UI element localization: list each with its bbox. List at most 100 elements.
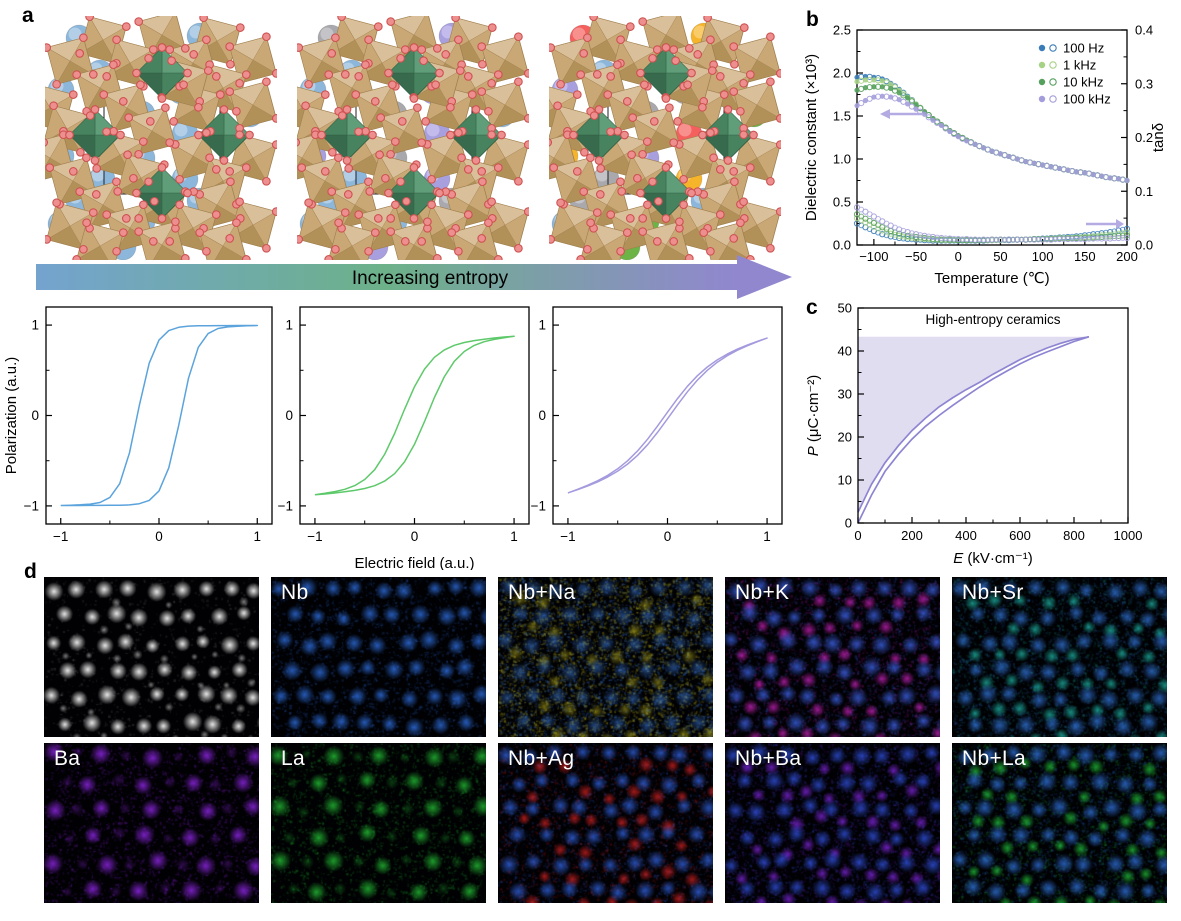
panel-d-label: d (24, 560, 37, 583)
crystal-structure-medium-entropy (297, 16, 529, 260)
stem-tile-ba: Ba (44, 743, 259, 903)
svg-text:1: 1 (538, 318, 546, 333)
stem-tile-label: Nb+Na (508, 581, 576, 604)
entropy-arrow: Increasing entropy (36, 255, 792, 299)
svg-text:1.5: 1.5 (833, 109, 851, 124)
panel-c-label: c (806, 296, 818, 319)
svg-text:0: 0 (854, 528, 861, 543)
svg-text:0.1: 0.1 (1135, 184, 1153, 199)
pe-x-axis-label: E (kV·cm⁻¹) (953, 550, 1033, 567)
svg-text:0: 0 (411, 529, 419, 544)
energy-density-shading (858, 336, 1089, 513)
stem-tile-label: Nb+Sr (962, 581, 1024, 604)
stem-tile-nb-ag: Nb+Ag (498, 743, 713, 903)
stem-tile-nb: Nb (271, 577, 486, 737)
octahedron (733, 81, 781, 129)
svg-text:2.0: 2.0 (833, 66, 851, 81)
oxygen-atoms (45, 16, 277, 260)
octahedron (138, 221, 186, 260)
dielectric-legend: 100 Hz 1 kHz 10 kHz 100 kHz (1038, 41, 1111, 107)
svg-text:0: 0 (285, 408, 293, 423)
svg-text:−1: −1 (24, 498, 39, 513)
octahedron (580, 222, 628, 260)
svg-text:30: 30 (838, 387, 852, 402)
panel-a-label: a (22, 4, 34, 27)
svg-text:−1: −1 (560, 529, 575, 544)
entropy-arrow-text: Increasing entropy (352, 268, 509, 289)
panel-b-label: b (806, 8, 819, 31)
svg-text:0.0: 0.0 (1135, 238, 1153, 253)
svg-text:−50: −50 (905, 249, 927, 264)
pe-y-axis-label: P (μC·cm⁻²) (805, 375, 822, 457)
hysteresis-loops-chart: −1 0 1 1 0 −1 −1 0 1 1 0 −1 −1 0 1 1 0 −1 Polarization (a.… (3, 306, 783, 570)
octahedron (550, 202, 598, 250)
hysteresis-loop-1 (60, 324, 259, 507)
svg-text:200: 200 (901, 528, 923, 543)
stem-tile-nb-na: Nb+Na (498, 577, 713, 737)
svg-text:0: 0 (845, 516, 852, 531)
legend-entry: 100 Hz (1063, 41, 1104, 56)
right-arrow-icon (1116, 219, 1124, 229)
stem-tile-label: Nb (281, 581, 309, 604)
crystal-structure-high-entropy (549, 16, 781, 260)
octahedron (298, 202, 346, 250)
stem-row-2: Ba La Nb+Ag Nb+Ba Nb+La (44, 743, 1167, 903)
pe-loop-curve (857, 335, 1090, 524)
stem-tile-label: La (281, 747, 305, 770)
svg-text:0: 0 (955, 249, 962, 264)
octahedron (451, 222, 499, 260)
dielectric-series-100kHz (853, 93, 1131, 243)
svg-text:0.5: 0.5 (833, 195, 851, 210)
octahedron (701, 108, 755, 162)
pe-loop-chart: 0 200 400 600 800 1000 0 10 20 30 40 50 High-entropy… (805, 301, 1143, 568)
dielectric-y-axis-label: Dielectric constant (×10³) (803, 54, 820, 221)
svg-text:1: 1 (31, 318, 39, 333)
svg-text:−1: −1 (307, 529, 322, 544)
svg-text:0.3: 0.3 (1135, 76, 1153, 91)
octahedron (46, 202, 94, 250)
svg-text:1: 1 (763, 529, 771, 544)
crystal-structure-low-entropy (45, 16, 277, 260)
octahedron (481, 81, 529, 129)
svg-text:150: 150 (1074, 249, 1096, 264)
octahedron (199, 222, 247, 260)
stem-row-1: Nb Nb+Na Nb+K Nb+Sr (44, 577, 1167, 737)
svg-text:0.0: 0.0 (833, 238, 851, 253)
svg-text:50: 50 (838, 301, 852, 316)
octahedron (197, 108, 251, 162)
loop-frame (552, 306, 783, 525)
octahedron (642, 221, 690, 260)
svg-text:0: 0 (538, 408, 546, 423)
loops-x-axis-label: Electric field (a.u.) (354, 555, 474, 570)
stem-tile-nb-k: Nb+K (725, 577, 940, 737)
stem-tile-label: Ba (54, 747, 81, 770)
dielectric-chart: −100 −50 0 50 100 150 2000.00.51.01.52.02.50.0… (803, 23, 1167, 288)
stem-tile-label: Nb+La (962, 747, 1026, 770)
svg-text:100: 100 (1032, 249, 1054, 264)
legend-entry: 1 kHz (1063, 58, 1096, 73)
left-arrow-icon (880, 109, 890, 119)
svg-text:0: 0 (664, 529, 672, 544)
tan-delta-axis-label: tanδ (1150, 123, 1167, 152)
svg-text:40: 40 (838, 344, 852, 359)
stem-tile-nb-la: Nb+La (952, 743, 1167, 903)
temperature-axis-label: Temperature (℃) (934, 270, 1049, 287)
entropy-arrow-body (36, 264, 737, 290)
pe-annotation: High-entropy ceramics (925, 312, 1060, 327)
svg-text:1000: 1000 (1114, 528, 1143, 543)
svg-text:−100: −100 (859, 249, 888, 264)
svg-text:50: 50 (993, 249, 1007, 264)
stem-tile-haadf (44, 577, 259, 737)
hysteresis-loop-2 (314, 335, 515, 496)
svg-text:400: 400 (955, 528, 977, 543)
stem-tile-nb-sr: Nb+Sr (952, 577, 1167, 737)
stem-tile-label: Nb+K (735, 581, 790, 604)
svg-text:1.0: 1.0 (833, 152, 851, 167)
hysteresis-loop-3 (567, 337, 768, 494)
stem-tile-label: Nb+Ag (508, 747, 575, 770)
svg-text:2.5: 2.5 (833, 23, 851, 38)
svg-text:1: 1 (510, 529, 518, 544)
octahedron (68, 108, 122, 162)
svg-text:−1: −1 (531, 498, 546, 513)
